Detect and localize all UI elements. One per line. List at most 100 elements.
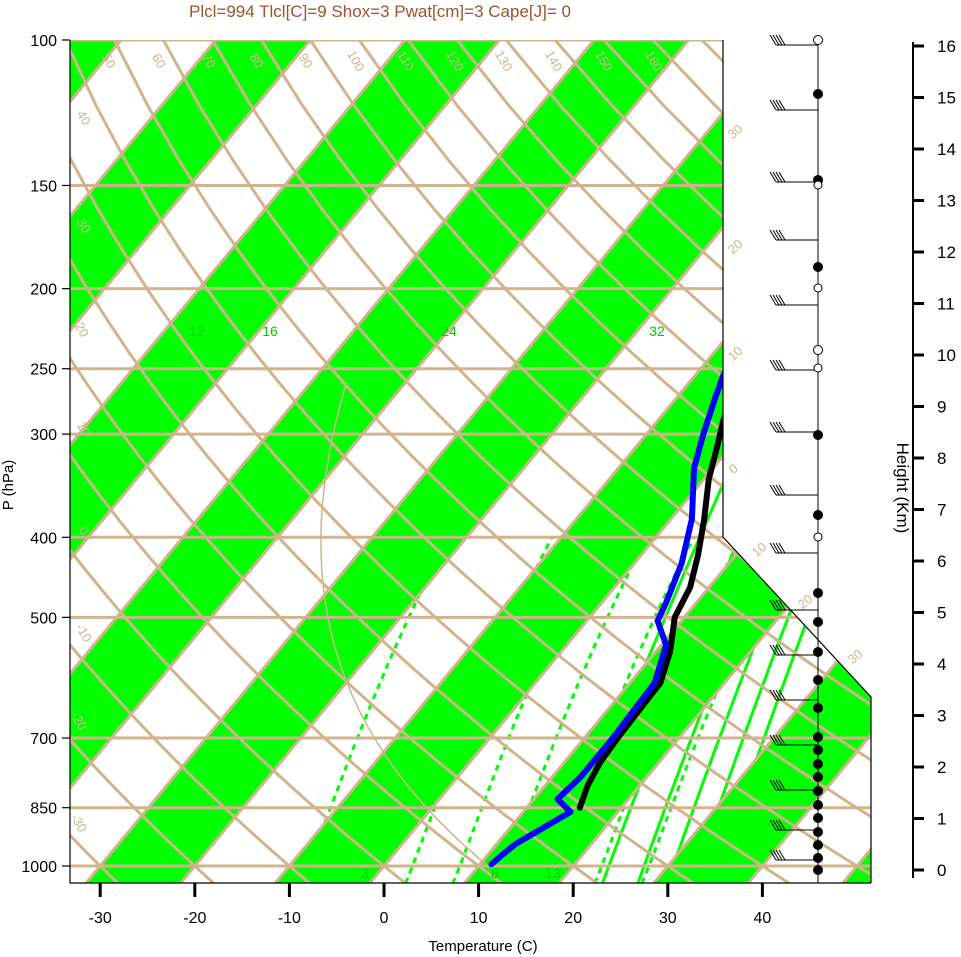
isotherm-label: 60 xyxy=(149,51,169,71)
wind-barb-flag xyxy=(775,421,783,433)
wind-barb-flag xyxy=(769,542,777,554)
height-tick-label: 15 xyxy=(937,89,956,108)
wind-barb-flag xyxy=(775,229,783,241)
pressure-axis: 100 150 200 250 300 400 500 700 850 1000 xyxy=(21,33,70,876)
parcel-path xyxy=(320,382,487,865)
wind-barb-flag xyxy=(769,34,777,46)
wind-barb-flag xyxy=(769,599,777,611)
moist-label: 8 xyxy=(491,865,499,881)
dry-adiabat xyxy=(254,40,871,883)
height-tick-label: 3 xyxy=(937,707,946,726)
wind-barb-flag xyxy=(769,99,777,111)
dry-adiabat xyxy=(0,0,38,900)
wind-barb-flag xyxy=(769,421,777,433)
isotherm-line xyxy=(70,40,842,883)
dry-adiabat xyxy=(212,40,871,883)
theta-label: 30 xyxy=(725,121,746,142)
height-tick-label: 8 xyxy=(937,449,946,468)
wind-level-dot xyxy=(813,35,823,45)
wind-level-dot xyxy=(813,675,823,685)
wind-level-dot xyxy=(813,759,823,769)
dry-adiabat xyxy=(127,40,871,883)
wind-barb-flag xyxy=(775,689,783,701)
temperature-tick-label: 20 xyxy=(564,910,582,927)
wind-barb-flag xyxy=(778,229,786,241)
wind-barb-flag xyxy=(778,644,786,656)
height-tick-label: 1 xyxy=(937,810,946,829)
height-tick-label: 10 xyxy=(937,346,956,365)
height-tick-label: 9 xyxy=(937,398,946,417)
temperature-tick-label: -10 xyxy=(278,910,301,927)
dry-adiabat xyxy=(169,40,871,883)
mixing-ratio-label: 16 xyxy=(262,323,278,339)
isotherm-line xyxy=(70,40,871,883)
wind-barb-flag xyxy=(775,644,783,656)
theta-label: 10 xyxy=(749,539,770,560)
parcel-line xyxy=(320,382,487,865)
x-axis-label: Temperature (C) xyxy=(428,938,537,955)
theta-label: 30 xyxy=(845,646,866,667)
pressure-tick-label: 100 xyxy=(30,33,57,50)
wind-barb-flag xyxy=(778,359,786,371)
wind-barb-flag xyxy=(778,689,786,701)
moist-adiabat xyxy=(404,536,554,883)
height-axis-label: Height (Km) xyxy=(893,443,912,534)
isotherm-line xyxy=(70,40,653,883)
isotherm-label: -30 xyxy=(68,811,90,835)
wind-barb-flag xyxy=(769,484,777,496)
dry-adiabat xyxy=(296,40,871,883)
wind-level-dot xyxy=(813,345,823,355)
wind-barb-flag xyxy=(769,819,777,831)
wind-level-open-dot xyxy=(813,363,823,373)
moist-adiabat xyxy=(546,536,696,883)
isotherm-label: 50 xyxy=(99,51,119,71)
isotherm-line xyxy=(543,40,871,883)
dry-adiabat xyxy=(70,40,623,883)
wind-barb-flag xyxy=(775,819,783,831)
wind-barb-flag xyxy=(772,99,780,111)
height-tick-label: 0 xyxy=(937,861,946,880)
dry-adiabat xyxy=(70,40,137,883)
wind-level-dot xyxy=(813,89,823,99)
wind-barb-flag xyxy=(778,734,786,746)
moist-adiabat xyxy=(640,536,790,883)
wind-barb-flag xyxy=(772,599,780,611)
pressure-tick-label: 150 xyxy=(30,178,57,195)
pressure-tick-label: 300 xyxy=(30,427,57,444)
wind-level-dot xyxy=(813,510,823,520)
wind-barb-flag xyxy=(775,99,783,111)
wind-barb-flag xyxy=(775,359,783,371)
isotherm-band xyxy=(70,40,652,883)
pressure-tick-label: 400 xyxy=(30,530,57,547)
wind-level-dot xyxy=(813,745,823,755)
wind-level-dot xyxy=(813,588,823,598)
wind-level-dot xyxy=(813,865,823,875)
height-tick-label: 6 xyxy=(937,552,946,571)
wind-level-dot xyxy=(813,617,823,627)
isotherm-label: 90 xyxy=(296,51,316,71)
temperature-tick-label: -20 xyxy=(183,910,206,927)
mixing-ratio-label: 32 xyxy=(649,323,665,339)
y-axis-label: P (hPa) xyxy=(0,460,17,511)
wind-barb-flag xyxy=(778,171,786,183)
temperature-tick-label: -30 xyxy=(89,910,112,927)
isotherm-label: 40 xyxy=(74,108,94,128)
wind-barb-flag xyxy=(772,734,780,746)
isotherm-label: 100 xyxy=(344,48,368,74)
wind-level-dot xyxy=(813,262,823,272)
temperature-profile xyxy=(576,40,871,811)
wind-level-open-dot xyxy=(813,532,823,542)
theta-label: 0 xyxy=(726,460,741,476)
dry-adiabat xyxy=(70,40,871,883)
pressure-tick-label: 500 xyxy=(30,610,57,627)
temperature-tick-label: 10 xyxy=(470,910,488,927)
isotherm-label: 20 xyxy=(72,320,92,340)
isotherm-label: 140 xyxy=(542,48,566,74)
dry-adiabat xyxy=(70,40,720,883)
moist-adiabat xyxy=(593,536,743,883)
wind-level-dot xyxy=(813,647,823,657)
height-tick-label: 2 xyxy=(937,758,946,777)
wind-barb-flag xyxy=(772,484,780,496)
wind-barb-flag xyxy=(769,294,777,306)
pressure-tick-label: 850 xyxy=(30,801,57,818)
